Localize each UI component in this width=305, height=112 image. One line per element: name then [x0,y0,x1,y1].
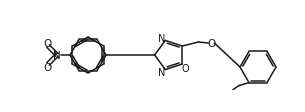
Text: O: O [43,39,51,49]
Text: O: O [43,62,51,72]
Text: N: N [53,51,61,60]
Text: O: O [181,63,189,73]
Text: N: N [158,34,165,44]
Text: N: N [158,67,165,77]
Text: O: O [207,39,216,49]
